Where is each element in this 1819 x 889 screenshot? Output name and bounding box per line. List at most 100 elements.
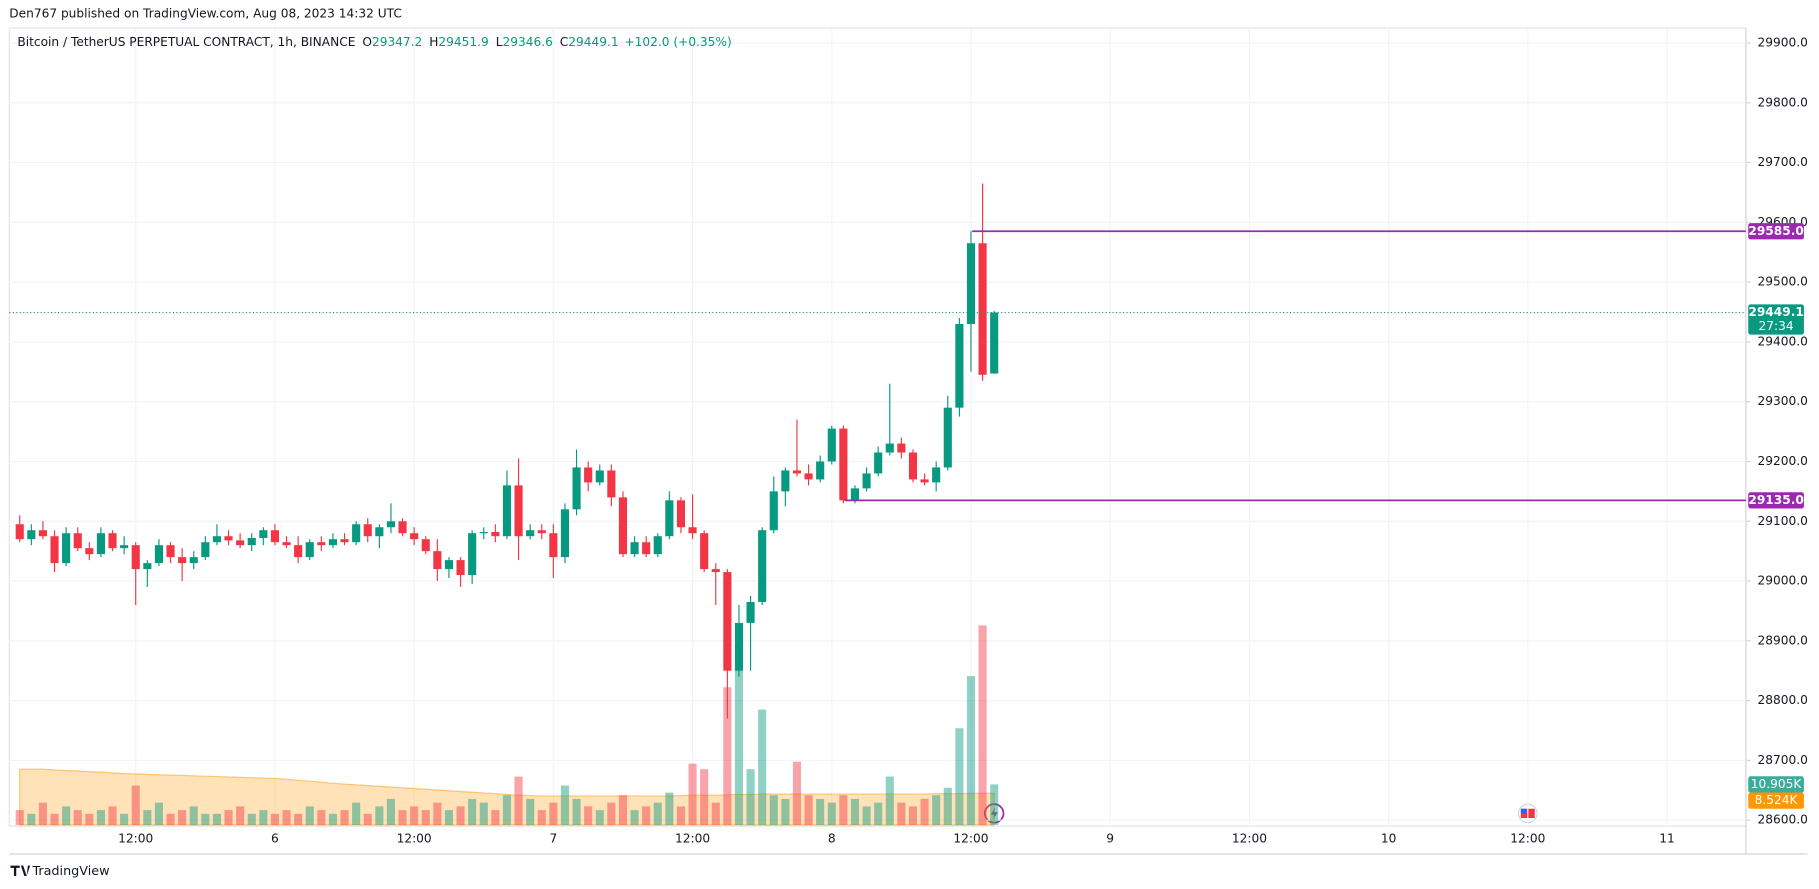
volume-bar bbox=[340, 810, 349, 826]
ohlc-value: 29451.9 bbox=[438, 34, 488, 48]
candle-body bbox=[410, 533, 419, 540]
candle-body bbox=[131, 545, 140, 570]
ohlc-value: 29346.6 bbox=[503, 34, 553, 48]
candle-body bbox=[665, 500, 674, 537]
volume-bar bbox=[781, 798, 790, 826]
volume-bar bbox=[224, 810, 233, 826]
volume-bar bbox=[966, 676, 976, 826]
volume-bar bbox=[711, 802, 720, 826]
candle-body bbox=[642, 542, 651, 555]
candle-body bbox=[932, 467, 941, 483]
volume-bar bbox=[955, 728, 964, 826]
candle-body bbox=[15, 524, 24, 540]
volume-bar bbox=[108, 806, 117, 826]
candle-body bbox=[421, 539, 430, 552]
candle-body bbox=[375, 527, 384, 537]
candle-body bbox=[166, 545, 175, 558]
volume-bar bbox=[456, 806, 465, 826]
y-tick-label: 29300.0 bbox=[1758, 394, 1808, 408]
candle-body bbox=[711, 569, 720, 573]
ohlc-letter: L bbox=[496, 34, 503, 48]
y-tick-label: 29700.0 bbox=[1758, 155, 1808, 169]
volume-bar bbox=[386, 798, 396, 826]
x-tick-label: 7 bbox=[549, 831, 557, 845]
volume-bar bbox=[421, 810, 430, 826]
candle-body bbox=[27, 530, 36, 540]
volume-ma-label-box bbox=[1748, 792, 1804, 809]
volume-label-box bbox=[1748, 776, 1804, 793]
ohlc-value: 29347.2 bbox=[372, 34, 422, 48]
volume-bar bbox=[433, 802, 442, 826]
volume-bar bbox=[247, 813, 256, 826]
x-tick-label: 12:00 bbox=[1232, 831, 1267, 845]
candle-body bbox=[676, 500, 686, 528]
volume-bar bbox=[792, 761, 802, 826]
candle-body bbox=[108, 533, 117, 549]
candle-body bbox=[85, 548, 94, 555]
volume-bar bbox=[676, 806, 686, 826]
volume-bar bbox=[839, 795, 848, 826]
countdown: 27:34 bbox=[1759, 319, 1794, 333]
volume-bar bbox=[62, 806, 71, 826]
candle-body bbox=[73, 533, 82, 549]
level-label-box bbox=[1748, 223, 1804, 240]
volume-bar bbox=[618, 795, 628, 826]
volume-bar bbox=[769, 795, 778, 826]
candle-body bbox=[514, 485, 523, 537]
ohlc-value: 29449.1 bbox=[568, 34, 618, 48]
candle-body bbox=[549, 533, 558, 558]
x-tick-label: 12:00 bbox=[953, 831, 988, 845]
candle-body bbox=[154, 545, 163, 564]
volume-bar bbox=[804, 795, 813, 826]
ohlc-letter: H bbox=[429, 34, 438, 48]
candle-body bbox=[363, 524, 372, 537]
candle-body bbox=[700, 533, 709, 570]
volume-bar bbox=[734, 668, 744, 826]
volume-bar bbox=[897, 802, 906, 826]
volume-bar bbox=[549, 802, 558, 826]
volume-bar bbox=[131, 785, 140, 826]
symbol-name: Bitcoin / TetherUS PERPETUAL CONTRACT, 1… bbox=[17, 34, 355, 48]
y-tick-label: 29000.0 bbox=[1758, 574, 1808, 588]
price-label-box bbox=[1748, 304, 1804, 335]
candle-body bbox=[816, 461, 825, 480]
volume-bar bbox=[502, 795, 512, 826]
y-tick-label: 28800.0 bbox=[1758, 693, 1808, 707]
candle-body bbox=[758, 530, 767, 602]
volume-bar bbox=[653, 802, 662, 826]
volume-bar bbox=[212, 813, 221, 826]
volume-bar bbox=[607, 802, 616, 826]
candle-body bbox=[874, 452, 883, 474]
x-tick-label: 11 bbox=[1659, 831, 1675, 845]
volume-bar bbox=[143, 810, 152, 826]
x-tick-label: 10 bbox=[1381, 831, 1397, 845]
volume-bar bbox=[758, 709, 767, 826]
symbol-legend: Bitcoin / TetherUS PERPETUAL CONTRACT, 1… bbox=[17, 34, 731, 48]
candle-body bbox=[120, 545, 129, 549]
candle-body bbox=[386, 521, 396, 528]
volume-bar bbox=[154, 802, 163, 826]
volume-bar bbox=[201, 813, 210, 826]
volume-bar bbox=[827, 802, 836, 826]
candle-body bbox=[456, 560, 465, 576]
volume-bar bbox=[746, 769, 755, 826]
volume-bar bbox=[688, 763, 697, 826]
candle-body bbox=[607, 470, 616, 498]
candle-body bbox=[178, 557, 187, 564]
x-tick-label: 12:00 bbox=[1510, 831, 1545, 845]
price-label: 29449.1 bbox=[1748, 305, 1803, 319]
candle-body bbox=[50, 536, 59, 564]
volume-bar bbox=[990, 784, 999, 826]
volume-bar bbox=[282, 810, 291, 826]
level-label: 29135.0 bbox=[1748, 493, 1803, 507]
candle-body bbox=[897, 443, 906, 453]
candle-body bbox=[734, 622, 744, 671]
logo-icon bbox=[10, 865, 31, 877]
candle-body bbox=[143, 563, 152, 570]
volume-bar bbox=[375, 806, 384, 826]
volume-bar bbox=[978, 625, 987, 826]
x-tick-label: 12:00 bbox=[675, 831, 710, 845]
volume-bar bbox=[96, 810, 105, 826]
